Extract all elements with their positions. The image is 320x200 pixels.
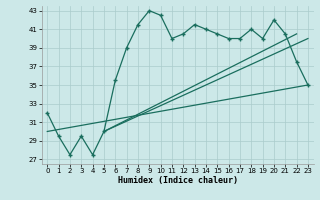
X-axis label: Humidex (Indice chaleur): Humidex (Indice chaleur) [118,176,237,185]
